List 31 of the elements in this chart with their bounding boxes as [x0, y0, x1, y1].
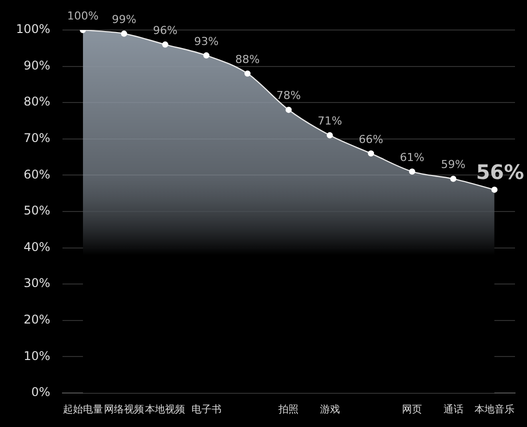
data-label: 88% [235, 52, 260, 66]
y-tick-label: 10% [24, 348, 50, 363]
y-tick-label: 30% [24, 276, 50, 290]
x-tick-label: 本地视频 [145, 404, 186, 416]
x-tick-label: 通话 [443, 404, 464, 416]
data-label: 93% [194, 34, 219, 48]
data-label: 78% [276, 89, 301, 102]
data-label: 100% [67, 9, 99, 22]
y-tick-label: 60% [24, 167, 50, 182]
x-tick-label: 游戏 [320, 404, 340, 416]
x-tick-label: 电子书 [191, 404, 222, 416]
y-tick-label: 80% [24, 94, 50, 109]
y-tick-label: 40% [24, 240, 50, 254]
data-label: 96% [152, 24, 178, 37]
data-label: 99% [112, 12, 136, 26]
x-tick-label: 拍照 [278, 404, 299, 416]
data-label: 66% [358, 132, 384, 146]
y-tick-label: 50% [24, 204, 50, 218]
y-tick-label: 100% [16, 22, 50, 36]
x-tick-label: 网页 [402, 404, 422, 416]
y-tick-label: 90% [24, 58, 50, 72]
data-label: 61% [400, 150, 424, 164]
y-tick-label: 70% [24, 131, 50, 146]
data-label: 59% [441, 158, 466, 172]
x-tick-label: 网络视频 [104, 404, 144, 416]
y-tick-label: 0% [31, 385, 50, 400]
y-tick-label: 20% [24, 312, 50, 327]
x-tick-label: 起始电量 [62, 404, 103, 416]
data-label: 56% [476, 160, 524, 184]
data-label: 71% [318, 114, 342, 128]
x-tick-label: 本地音乐 [474, 404, 514, 416]
